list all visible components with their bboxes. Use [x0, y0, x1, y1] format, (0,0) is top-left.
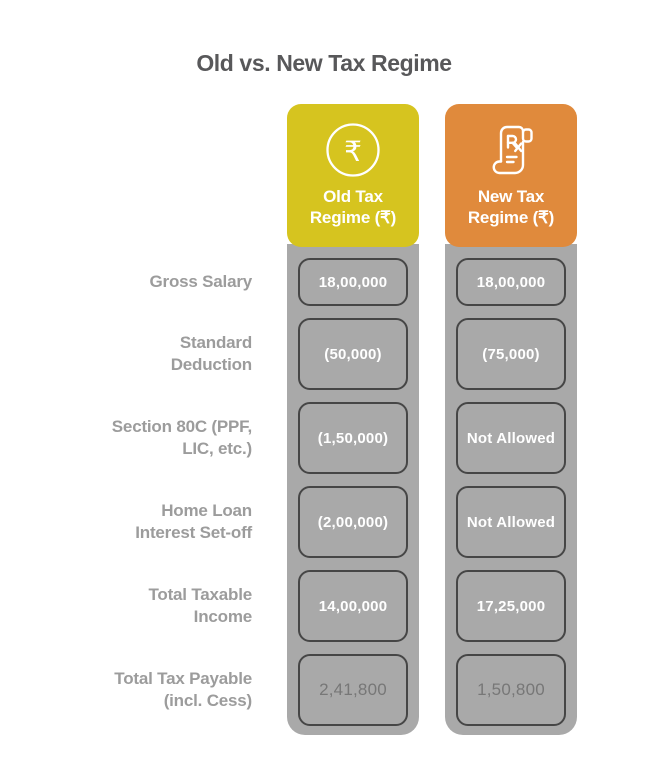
new-regime-header-label: New Tax Regime (₹)	[467, 187, 555, 228]
new-regime-column: New Tax Regime (₹) 18,00,000 (75,000) No…	[445, 104, 577, 744]
old-regime-header-label: Old Tax Regime (₹)	[309, 187, 397, 228]
row-label-home-loan-interest: Home Loan Interest Set-off	[135, 500, 252, 542]
value-box: (1,50,000)	[298, 402, 408, 474]
rupee-coin-icon: ₹	[324, 119, 382, 181]
value-box: 18,00,000	[456, 258, 566, 306]
value-box: (50,000)	[298, 318, 408, 390]
value-box: 18,00,000	[298, 258, 408, 306]
value-box: 14,00,000	[298, 570, 408, 642]
value-box: (75,000)	[456, 318, 566, 390]
old-regime-header: ₹ Old Tax Regime (₹)	[287, 104, 419, 247]
row-label-section-80c: Section 80C (PPF, LIC, etc.)	[111, 416, 252, 458]
value-box: 17,25,000	[456, 570, 566, 642]
value-box: Not Allowed	[456, 402, 566, 474]
row-label-total-taxable-income: Total Taxable Income	[148, 584, 252, 626]
svg-text:₹: ₹	[344, 136, 362, 167]
old-regime-values: 18,00,000 (50,000) (1,50,000) (2,00,000)…	[298, 258, 408, 726]
old-regime-column: ₹ Old Tax Regime (₹) 18,00,000 (50,000) …	[287, 104, 419, 744]
row-label-gross-salary: Gross Salary	[149, 271, 253, 291]
new-regime-values: 18,00,000 (75,000) Not Allowed Not Allow…	[456, 258, 566, 726]
value-box-total: 2,41,800	[298, 654, 408, 726]
page-title: Old vs. New Tax Regime	[196, 50, 452, 76]
new-regime-header: New Tax Regime (₹)	[445, 104, 577, 247]
row-label-total-tax-payable: Total Tax Payable (incl. Cess)	[114, 668, 252, 710]
value-box-total: 1,50,800	[456, 654, 566, 726]
value-box: (2,00,000)	[298, 486, 408, 558]
row-label-standard-deduction: Standard Deduction	[170, 332, 253, 374]
row-labels: Gross Salary Standard Deduction Section …	[10, 258, 252, 726]
value-box: Not Allowed	[456, 486, 566, 558]
prescription-receipt-icon	[488, 119, 534, 181]
